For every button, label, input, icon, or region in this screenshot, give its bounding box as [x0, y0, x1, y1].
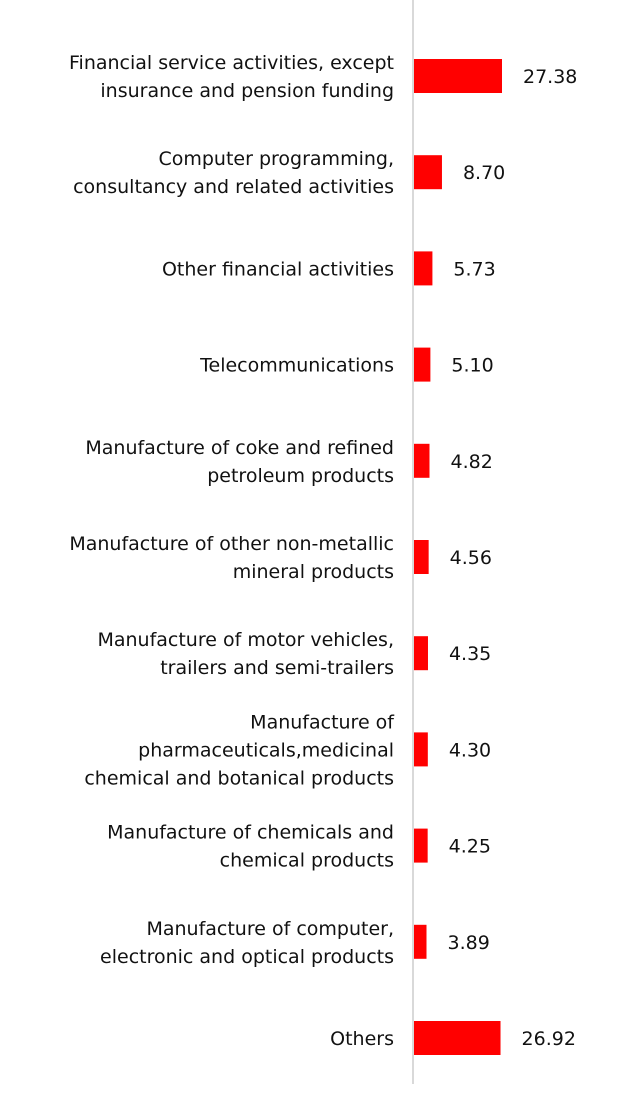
data-label: 27.38 — [523, 66, 577, 88]
category-label-line: pharmaceuticals,medicinal — [138, 739, 394, 761]
category-label: Manufacture of chemicals and chemical pro… — [107, 822, 394, 872]
category-label: Manufacture of pharmaceuticals,medicinal c… — [84, 711, 395, 789]
bar — [414, 347, 431, 382]
category-label-line: Telecommunications — [199, 355, 394, 377]
category-label: Manufacture of other non-metallic mineral… — [69, 533, 394, 583]
category-label: Manufacture of motor vehicles, trailers a… — [97, 629, 394, 679]
category-label: Others — [330, 1028, 394, 1050]
category-label-line: Manufacture of chemicals and — [107, 822, 394, 844]
bar — [414, 828, 428, 863]
bar — [414, 732, 428, 767]
data-label: 3.89 — [448, 932, 490, 954]
category-label-line: consultancy and related activities — [73, 176, 394, 198]
value-labels-group: 27.38 8.70 5.73 5.10 4.82 4.56 4.35 4.30 4.25 3.8… — [448, 66, 578, 1050]
category-label-line: Others — [330, 1028, 394, 1050]
category-label-line: chemical products — [220, 850, 394, 872]
category-label-line: Manufacture of other non-metallic — [69, 533, 394, 555]
bar — [414, 251, 433, 286]
data-label: 4.25 — [449, 836, 491, 858]
category-label: Telecommunications — [199, 355, 394, 377]
bar — [414, 1021, 501, 1055]
bar — [414, 924, 427, 959]
category-label: Other financial activities — [162, 258, 394, 280]
category-label-line: Manufacture of coke and refined — [85, 437, 394, 459]
category-label-line: Computer programming, — [158, 148, 394, 170]
category-label-line: Manufacture of computer, — [146, 918, 394, 940]
category-label-line: Other financial activities — [162, 258, 394, 280]
data-label: 8.70 — [463, 162, 505, 184]
bar — [414, 540, 429, 574]
data-label: 4.30 — [449, 739, 491, 761]
data-label: 4.35 — [449, 643, 491, 665]
category-labels-group: Financial service activities, except insu… — [69, 52, 395, 1050]
bar — [414, 636, 428, 671]
bar — [414, 443, 430, 478]
category-label-line: petroleum products — [207, 465, 394, 487]
data-label: 5.10 — [451, 355, 493, 377]
category-label-line: mineral products — [233, 561, 394, 583]
category-label: Computer programming, consultancy and rel… — [73, 148, 394, 198]
category-label-line: electronic and optical products — [100, 946, 394, 968]
category-label-line: Manufacture of motor vehicles, — [97, 629, 394, 651]
category-label-line: Manufacture of — [250, 711, 395, 733]
category-label-line: chemical and botanical products — [84, 767, 394, 789]
category-label-line: Financial service activities, except — [69, 52, 394, 74]
bars-group — [414, 59, 502, 1055]
data-label: 4.82 — [450, 451, 492, 473]
category-label: Manufacture of coke and refined petroleum… — [85, 437, 394, 487]
category-label: Financial service activities, except insu… — [69, 52, 394, 102]
category-label: Manufacture of computer, electronic and o… — [100, 918, 394, 968]
data-label: 5.73 — [453, 258, 495, 280]
data-label: 4.56 — [450, 547, 492, 569]
bar — [414, 59, 502, 93]
category-label-line: insurance and pension funding — [100, 80, 394, 102]
data-label: 26.92 — [522, 1028, 576, 1050]
category-label-line: trailers and semi-trailers — [160, 657, 394, 679]
bar — [414, 155, 442, 190]
